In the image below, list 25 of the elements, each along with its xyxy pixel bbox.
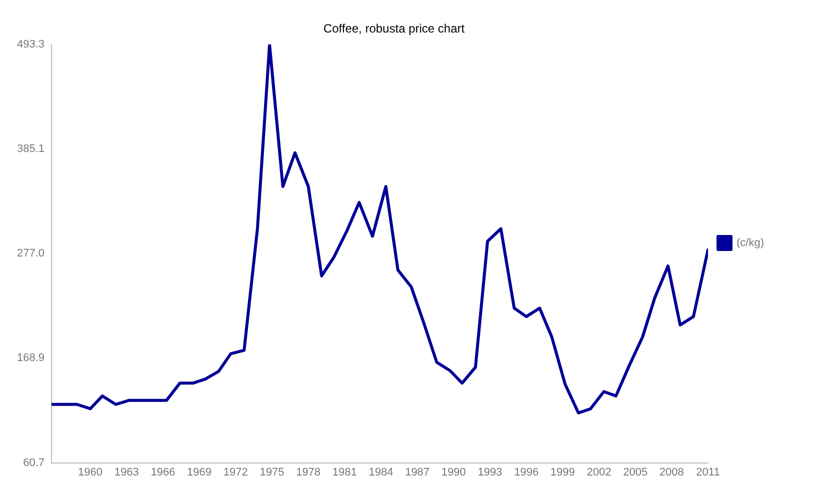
x-tick-label: 1963 [114,466,139,478]
x-tick-label: 1990 [441,466,466,478]
x-tick-label: 1969 [187,466,212,478]
x-tick-label: 2005 [623,466,648,478]
x-tick-label: 1975 [260,466,284,478]
x-tick-label: 1978 [296,466,321,478]
x-tick-label: 2008 [659,466,684,478]
x-tick-label: 2002 [586,466,612,478]
x-tick-label: 1960 [78,466,103,478]
chart-title: Coffee, robusta price chart [323,22,466,36]
y-tick-label: 493.3 [16,38,45,50]
x-tick-label: 1996 [514,466,539,478]
y-tick-label: 277.0 [16,248,45,260]
y-tick-label: 60.7 [23,456,45,469]
legend-label: (c/kg) [736,237,764,250]
x-tick-label: 1993 [478,466,502,478]
y-tick-label: 168.9 [16,352,45,364]
x-tick-label: 1999 [550,466,575,478]
y-tick-label: 385.1 [16,143,45,156]
x-tick-label: 1981 [332,466,357,478]
x-tick-label: 1984 [368,466,394,478]
x-tick-label: 2011 [696,466,720,478]
x-tick-label: 1987 [405,466,430,478]
x-tick-label: 1972 [223,466,248,478]
x-tick-label: 1966 [150,466,176,478]
